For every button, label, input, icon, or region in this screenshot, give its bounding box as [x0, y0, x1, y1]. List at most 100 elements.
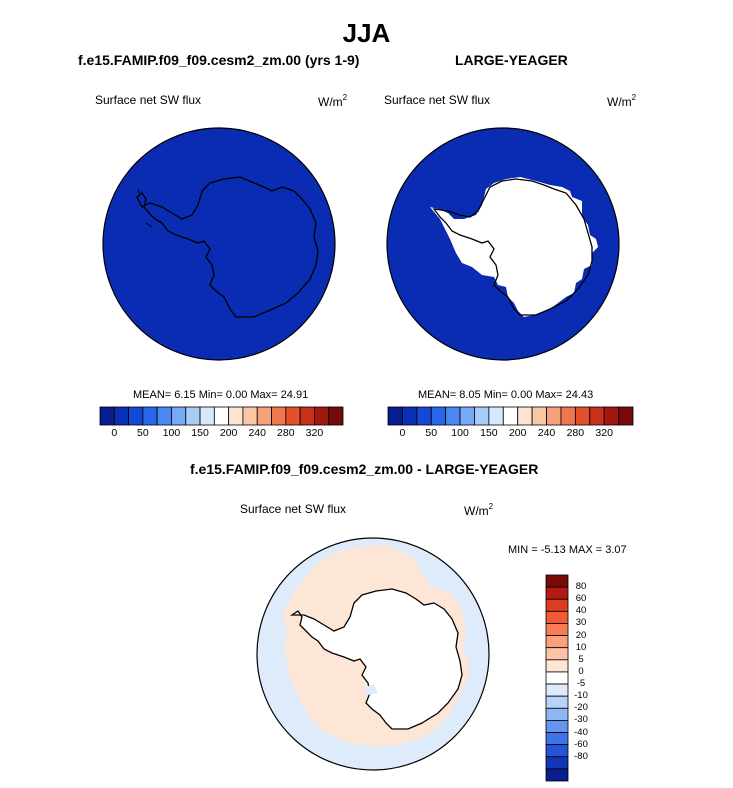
colorbar-swatch — [387, 406, 403, 426]
diff-stats-label: MIN = -5.13 MAX = 3.07 — [508, 544, 627, 556]
left-antarctica-coastline — [136, 176, 319, 318]
colorbar-tick-label: -30 — [574, 714, 588, 726]
colorbar-swatch — [545, 586, 569, 600]
colorbar-swatch — [545, 574, 569, 588]
colorbar-swatch — [545, 647, 569, 661]
diff-variable-label: Surface net SW flux — [240, 502, 347, 516]
right-seaice-region — [430, 177, 598, 317]
colorbar-tick-label: 0 — [399, 427, 406, 439]
colorbar-swatch — [502, 406, 519, 426]
colorbar-swatch — [171, 406, 187, 426]
colorbar-swatch — [445, 406, 461, 426]
colorbar-swatch — [474, 406, 490, 426]
colorbar-swatch — [228, 406, 244, 426]
left-polar-map — [102, 127, 336, 361]
colorbar-swatch — [328, 406, 344, 426]
diff-units-label: W/m2 — [464, 502, 494, 518]
colorbar-swatch — [242, 406, 258, 426]
diff-colorbar-labels: 80 60 40 30 20 10 5 0 -5 -10 -20 -30 -40 -60 -80 — [571, 575, 601, 781]
colorbar-tick-label: 10 — [575, 641, 587, 653]
colorbar-swatch — [545, 683, 569, 697]
colorbar-swatch — [199, 406, 215, 426]
colorbar-tick-label: 100 — [162, 427, 181, 439]
right-panel-title: LARGE-YEAGER — [455, 52, 568, 68]
figure-title: JJA — [342, 18, 391, 48]
colorbar-swatch — [402, 406, 418, 426]
colorbar-swatch — [603, 406, 619, 426]
right-colorbar — [387, 406, 634, 426]
colorbar-tick-label: 150 — [480, 427, 498, 439]
colorbar-tick-label: 150 — [191, 427, 209, 439]
colorbar-tick-label: 40 — [575, 605, 587, 617]
colorbar-swatch — [271, 406, 287, 426]
colorbar-swatch — [517, 406, 533, 426]
colorbar-tick-label: 240 — [248, 427, 266, 439]
right-units-label: W/m2 — [607, 93, 637, 109]
colorbar-tick-label: 80 — [575, 581, 587, 593]
colorbar-tick-label: 320 — [305, 427, 324, 439]
colorbar-swatch — [531, 406, 547, 426]
colorbar-tick-label: 200 — [508, 427, 527, 439]
colorbar-swatch — [256, 406, 272, 426]
colorbar-swatch — [213, 406, 230, 426]
colorbar-tick-label: 30 — [575, 617, 587, 629]
colorbar-tick-label: -80 — [574, 750, 588, 762]
colorbar-tick-label: 280 — [277, 427, 295, 439]
colorbar-tick-label: 50 — [425, 427, 438, 439]
right-antarctica-coastline — [432, 178, 593, 316]
colorbar-swatch — [545, 635, 569, 649]
colorbar-swatch — [545, 671, 569, 685]
left-stats-label: MEAN= 6.15 Min= 0.00 Max= 24.91 — [133, 389, 309, 401]
colorbar-tick-label: 200 — [219, 427, 238, 439]
colorbar-swatch — [545, 732, 569, 746]
colorbar-swatch — [545, 756, 569, 770]
colorbar-swatch — [299, 406, 315, 426]
colorbar-tick-label: 50 — [137, 427, 149, 439]
left-panel-title: f.e15.FAMIP.f09_f09.cesm2_zm.00 (yrs 1-9… — [78, 52, 360, 68]
colorbar-swatch — [545, 720, 569, 733]
colorbar-tick-label: -10 — [574, 690, 588, 702]
colorbar-swatch — [545, 707, 569, 721]
colorbar-swatch — [314, 406, 330, 426]
colorbar-swatch — [545, 768, 569, 782]
colorbar-swatch — [546, 406, 562, 426]
colorbar-swatch — [156, 406, 172, 426]
colorbar-tick-label: -5 — [576, 678, 586, 690]
colorbar-tick-label: -20 — [574, 702, 588, 714]
colorbar-tick-label: -40 — [574, 726, 588, 738]
colorbar-tick-label: 320 — [595, 427, 613, 439]
diff-land — [289, 588, 463, 730]
colorbar-swatch — [574, 406, 591, 426]
colorbar-swatch — [416, 406, 432, 426]
colorbar-swatch — [185, 406, 201, 426]
colorbar-swatch — [430, 406, 447, 426]
left-units-label: W/m2 — [318, 93, 348, 109]
colorbar-tick-label: 240 — [537, 427, 556, 439]
left-colorbar — [99, 406, 344, 426]
colorbar-tick-label: 280 — [566, 427, 585, 439]
diff-panel-title: f.e15.FAMIP.f09_f09.cesm2_zm.00 - LARGE-… — [190, 461, 539, 477]
right-polar-map — [386, 127, 620, 361]
colorbar-swatch — [560, 406, 576, 426]
colorbar-swatch — [142, 406, 158, 426]
colorbar-swatch — [545, 623, 569, 636]
colorbar-swatch — [545, 744, 569, 758]
colorbar-swatch — [618, 406, 634, 426]
colorbar-swatch — [128, 406, 144, 426]
colorbar-swatch — [99, 406, 115, 426]
diff-colorbar — [545, 574, 569, 782]
colorbar-tick-label: 0 — [578, 665, 584, 677]
colorbar-swatch — [545, 598, 569, 612]
left-colorbar-ticks: 0 50 100 150 200 240 280 320 — [100, 427, 343, 441]
colorbar-swatch — [589, 406, 605, 426]
diff-polar-map — [256, 537, 490, 771]
colorbar-tick-label: 0 — [111, 427, 118, 439]
right-variable-label: Surface net SW flux — [384, 93, 491, 107]
colorbar-swatch — [113, 406, 129, 426]
colorbar-tick-label: 5 — [578, 653, 584, 665]
colorbar-swatch — [545, 610, 569, 624]
colorbar-swatch — [545, 695, 569, 709]
colorbar-swatch — [545, 659, 569, 673]
colorbar-tick-label: -60 — [574, 738, 588, 750]
right-colorbar-ticks: 0 50 100 150 200 240 280 320 — [388, 427, 633, 441]
